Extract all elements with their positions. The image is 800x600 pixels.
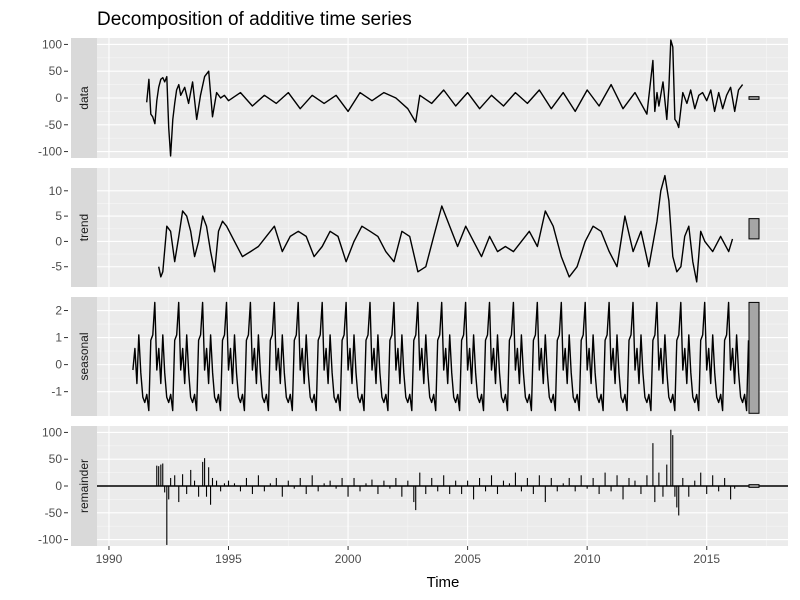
panel-remainder: remainder 100 50 0 -50 -100	[38, 425, 788, 547]
y-tick-label: 50	[49, 64, 63, 78]
y-tick-label: -100	[38, 145, 62, 159]
series-line-data	[146, 39, 744, 157]
strip-seasonal	[71, 297, 97, 416]
y-tick-label: 10	[49, 184, 63, 198]
x-axis: 1990 1995 2000 2005 2010 2015	[96, 546, 720, 566]
y-tick-label: 100	[42, 425, 62, 439]
x-tick-label: 2010	[574, 552, 601, 566]
panel-data: data 100 50 0 -50 -100	[38, 37, 788, 159]
y-tick-label: 2	[55, 304, 62, 318]
y-tick-label: 5	[55, 209, 62, 223]
x-tick-label: 2000	[335, 552, 362, 566]
strip-label-trend: trend	[77, 214, 91, 241]
strip-label-data: data	[77, 86, 91, 110]
panel-seasonal: seasonal 2 1 0 -1	[51, 297, 788, 416]
y-tick-label: -5	[51, 260, 62, 274]
x-tick-label: 1990	[96, 552, 123, 566]
strip-label-seasonal: seasonal	[77, 332, 91, 380]
range-bar-data	[748, 96, 760, 100]
y-tick-label: 50	[49, 452, 63, 466]
y-tick-label: 0	[55, 479, 62, 493]
strip-trend	[71, 168, 97, 287]
y-tick-label: -50	[45, 506, 63, 520]
y-tick-label: 1	[55, 331, 62, 345]
series-line-seasonal	[132, 301, 750, 412]
y-tick-label: -1	[51, 385, 62, 399]
strip-remainder	[71, 426, 97, 546]
chart-title: Decomposition of additive time series	[97, 9, 412, 30]
x-axis-title: Time	[427, 574, 460, 591]
y-tick-label: 0	[55, 91, 62, 105]
x-tick-label: 2005	[454, 552, 481, 566]
y-tick-label: -50	[45, 118, 63, 132]
series-line-trend	[158, 174, 734, 283]
panel-trend: trend 10 5 0 -5	[49, 168, 788, 287]
x-tick-label: 2015	[693, 552, 720, 566]
range-bar-trend	[748, 218, 760, 240]
y-tick-label: 0	[55, 234, 62, 248]
range-bar-seasonal	[748, 301, 760, 414]
strip-label-remainder: remainder	[77, 459, 91, 513]
y-tick-label: 0	[55, 358, 62, 372]
y-tick-label: -100	[38, 533, 62, 547]
x-tick-label: 1995	[215, 552, 242, 566]
strip-data	[71, 38, 97, 158]
y-tick-label: 100	[42, 37, 62, 51]
range-bar-remainder	[748, 484, 760, 488]
